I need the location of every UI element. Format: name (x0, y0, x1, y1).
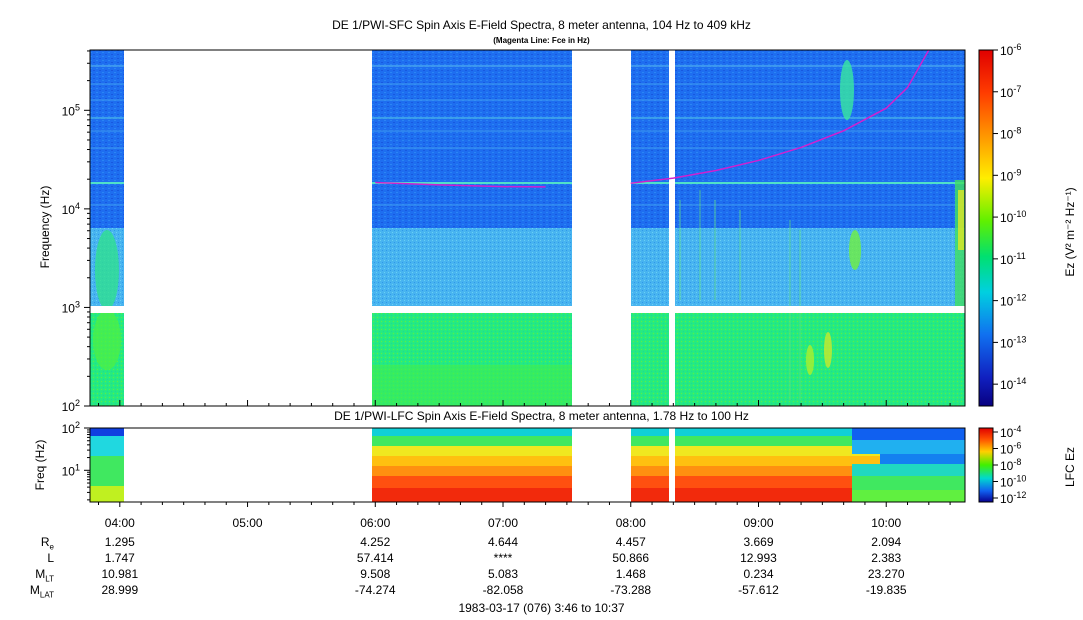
ephemeris-label: L (47, 551, 54, 565)
sfc-colorbar-tick-label: 10-14 (1000, 376, 1026, 392)
ephemeris-value: 57.414 (356, 551, 394, 565)
xtick-label: 06:00 (360, 516, 390, 530)
lfc-colorbar-tick-label: 10-12 (1000, 490, 1026, 506)
ephemeris-value: 4.457 (615, 535, 646, 549)
lfc-spectrogram (90, 428, 965, 502)
ephemeris-value: 12.993 (740, 551, 777, 565)
date-range-label: 1983-03-17 (076) 3:46 to 10:37 (458, 601, 625, 615)
xtick-label: 07:00 (488, 516, 518, 530)
ephemeris-value: 9.508 (360, 567, 391, 581)
ephemeris-value: 1.468 (615, 567, 646, 581)
sfc-colorbar-tick-label: 10-8 (1000, 126, 1021, 142)
ephemeris-value: -73.288 (610, 583, 652, 597)
lfc-colorbar-tick-label: 10-10 (1000, 474, 1026, 490)
lfc-colorbar-tick-label: 10-6 (1000, 441, 1021, 457)
sfc-ytick-label: 105 (62, 102, 80, 118)
ephemeris-value: -19.835 (865, 583, 907, 597)
sfc-colorbar-tick-label: 10-13 (1000, 334, 1026, 350)
xtick-label: 09:00 (743, 516, 773, 530)
ephemeris-value: 23.270 (867, 567, 905, 581)
ephemeris-value: **** (493, 551, 513, 565)
xtick-label: 08:00 (616, 516, 646, 530)
sfc-colorbar-tick-label: 10-7 (1000, 84, 1021, 100)
sfc-spectrogram (90, 50, 965, 406)
lfc-ytick-label: 101 (62, 462, 80, 478)
xtick-label: 04:00 (105, 516, 135, 530)
ephemeris-value: 10.981 (101, 567, 139, 581)
ephemeris-value: 5.083 (488, 567, 519, 581)
ephemeris-label: Re (40, 535, 54, 552)
sfc-colorbar-tick-label: 10-6 (1000, 42, 1021, 58)
sfc-colorbar-tick-label: 10-11 (1000, 251, 1026, 267)
ephemeris-value: 28.999 (101, 583, 139, 597)
lfc-colorbar-tick-label: 10-4 (1000, 424, 1021, 440)
sfc-ytick-label: 102 (62, 398, 80, 414)
ephemeris-value: 2.094 (871, 535, 902, 549)
bottom-panel-title: DE 1/PWI-LFC Spin Axis E-Field Spectra, … (334, 409, 749, 423)
ephemeris-value: 50.866 (612, 551, 650, 565)
sfc-panel-frame (89, 49, 966, 407)
ephemeris-value: 0.234 (743, 567, 774, 581)
sfc-colorbar-tick-label: 10-12 (1000, 293, 1026, 309)
top-panel-subtitle: (Magenta Line: Fce in Hz) (493, 36, 590, 45)
ephemeris-value: 1.295 (104, 535, 135, 549)
xtick-label: 05:00 (233, 516, 263, 530)
sfc-ytick-label: 103 (62, 299, 80, 315)
ephemeris-value: 1.747 (104, 551, 135, 565)
top-panel-title: DE 1/PWI-SFC Spin Axis E-Field Spectra, … (332, 18, 751, 32)
lfc-panel-frame (89, 427, 966, 503)
ephemeris-value: -57.612 (738, 583, 779, 597)
ephemeris-label: MLAT (29, 583, 54, 600)
sfc-ytick-label: 104 (62, 201, 80, 217)
fce-line (375, 49, 930, 188)
xtick-label: 10:00 (871, 516, 901, 530)
ephemeris-value: -74.274 (354, 583, 396, 597)
ephemeris-value: 2.383 (871, 551, 902, 565)
lfc-colorbar-tick-label: 10-8 (1000, 457, 1021, 473)
lfc-colorbar (978, 427, 994, 503)
ephemeris-value: 3.669 (743, 535, 774, 549)
sfc-colorbar (978, 49, 994, 407)
sfc-colorbar-tick-label: 10-10 (1000, 209, 1026, 225)
ephemeris-value: 4.252 (360, 535, 391, 549)
ephemeris-value: 4.644 (488, 535, 519, 549)
ephemeris-value: -82.058 (482, 583, 524, 597)
ephemeris-label: MLT (35, 567, 54, 584)
sfc-colorbar-tick-label: 10-9 (1000, 167, 1021, 183)
lfc-ytick-label: 102 (62, 420, 80, 436)
